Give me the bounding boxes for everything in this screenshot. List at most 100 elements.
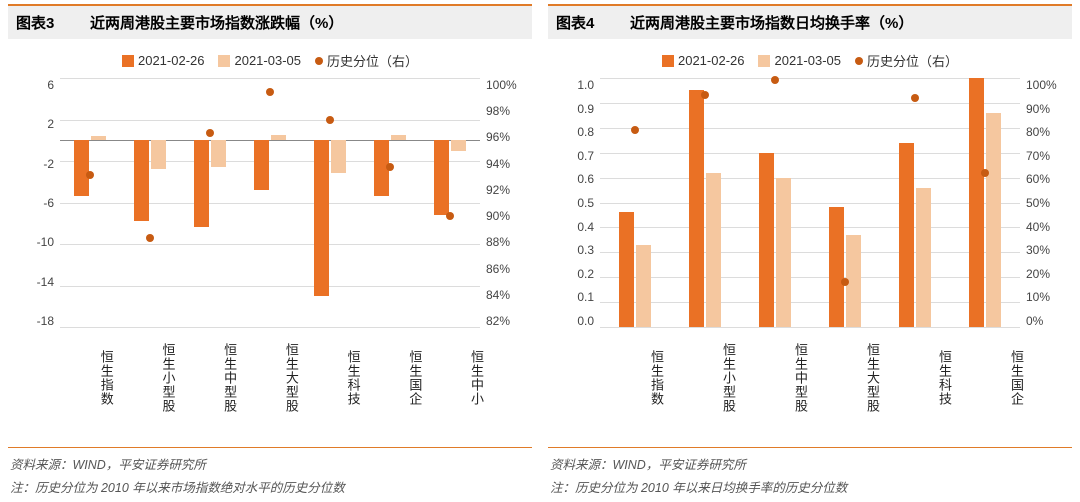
chart-number: 图表3 [16,12,66,33]
bar [689,90,704,327]
x-tick-label: 恒生大型股 [239,334,301,422]
bar [829,207,844,327]
y-tick-label: -18 [18,314,54,328]
y-tick-label: 0.5 [558,196,594,210]
y-tick-label: -2 [18,157,54,171]
x-tick-label: 恒生指数 [594,334,666,422]
scatter-dot [911,94,919,102]
y-tick-label: 40% [1026,220,1062,234]
bar [636,245,651,327]
bar [331,140,347,173]
category-group [740,78,810,327]
x-tick-label: 恒生科技 [882,334,954,422]
chart-panel-right: 图表4 近两周港股主要市场指数日均换手率（%） 2021-02-26 2021-… [548,4,1072,498]
x-tick-label: 恒生指数 [54,334,116,422]
bar [619,212,634,327]
y-tick-label: 88% [486,235,522,249]
note-text: 注：历史分位为 2010 年以来市场指数绝对水平的历史分位数 [8,475,532,498]
y-axis-left: 1.00.90.80.70.60.50.40.30.20.10.0 [558,78,598,328]
category-group [600,78,670,327]
category-group [950,78,1020,327]
bar [194,140,210,227]
scatter-dot [206,129,214,137]
y-tick-label: -14 [18,275,54,289]
x-tick-label: 恒生小型股 [116,334,178,422]
bar [916,188,931,327]
chart-title: 近两周港股主要市场指数涨跌幅（%） [90,12,343,33]
bar [151,140,167,169]
bar [91,136,107,140]
y-axis-left: 6 2 -2 -6 -10 -14 -18 [18,78,58,328]
source-text: 资料来源：WIND，平安证券研究所 [8,447,532,475]
category-group [670,78,740,327]
legend-item-s2: 2021-03-05 [218,51,301,70]
y-tick-label: -6 [18,196,54,210]
x-axis-labels: 恒生指数恒生小型股恒生中型股恒生大型股恒生科技恒生国企恒生中小 [54,334,486,422]
category-group [810,78,880,327]
y-tick-label: 0.0 [558,314,594,328]
category-group [180,78,240,327]
y-axis-right: 100%98%96%94%92%90%88%86%84%82% [482,78,522,328]
x-axis-labels: 恒生指数恒生小型股恒生中型股恒生大型股恒生科技恒生国企 [594,334,1026,422]
y-tick-label: 0.7 [558,149,594,163]
x-tick-label: 恒生中型股 [738,334,810,422]
y-tick-label: 0.6 [558,172,594,186]
scatter-dot [266,88,274,96]
note-text: 注：历史分位为 2010 年以来日均换手率的历史分位数 [548,475,1072,498]
y-tick-label: 82% [486,314,522,328]
scatter-dot [841,278,849,286]
chart-title-bar: 图表4 近两周港股主要市场指数日均换手率（%） [548,4,1072,39]
plot [600,78,1020,328]
legend-swatch-icon [122,55,134,67]
y-tick-label: 0.9 [558,102,594,116]
legend-label: 2021-02-26 [678,53,745,68]
bar [74,140,90,196]
scatter-dot [326,116,334,124]
y-tick-label: 96% [486,130,522,144]
y-tick-label: 86% [486,262,522,276]
y-tick-label: 92% [486,183,522,197]
category-group [880,78,950,327]
legend-item-s1: 2021-02-26 [122,51,205,70]
legend-dot-icon [855,57,863,65]
category-group [420,78,480,327]
bar [706,173,721,327]
y-tick-label: 98% [486,104,522,118]
bar [211,140,227,167]
x-tick-label: 恒生国企 [954,334,1026,422]
chart-title-bar: 图表3 近两周港股主要市场指数涨跌幅（%） [8,4,532,39]
legend-swatch-icon [758,55,770,67]
bar [776,178,791,327]
y-tick-label: 30% [1026,243,1062,257]
y-tick-label: 1.0 [558,78,594,92]
y-tick-label: 2 [18,117,54,131]
y-tick-label: 90% [1026,102,1062,116]
y-tick-label: 20% [1026,267,1062,281]
y-tick-label: 80% [1026,125,1062,139]
source-text: 资料来源：WIND，平安证券研究所 [548,447,1072,475]
y-tick-label: 100% [486,78,522,92]
y-tick-label: -10 [18,235,54,249]
bar [434,140,450,215]
legend-label: 2021-02-26 [138,53,205,68]
legend-swatch-icon [218,55,230,67]
chart-area: 2021-02-26 2021-03-05 历史分位（右） 1.00.90.80… [548,39,1072,443]
bar [134,140,150,221]
scatter-dot [771,76,779,84]
chart-number: 图表4 [556,12,606,33]
scatter-dot [386,163,394,171]
scatter-dot [631,126,639,134]
plot-wrap: 1.00.90.80.70.60.50.40.30.20.10.0 100%90… [558,78,1062,328]
y-tick-label: 0% [1026,314,1062,328]
legend-label: 2021-03-05 [774,53,841,68]
scatter-dot [446,212,454,220]
x-tick-label: 恒生中型股 [177,334,239,422]
chart-area: 2021-02-26 2021-03-05 历史分位（右） 62-2-6-10-… [8,39,532,443]
legend-swatch-icon [662,55,674,67]
bar [391,135,407,140]
y-tick-label: 6 [18,78,54,92]
scatter-dot [701,91,709,99]
bar [899,143,914,327]
bar [271,135,287,140]
y-tick-label: 0.2 [558,267,594,281]
